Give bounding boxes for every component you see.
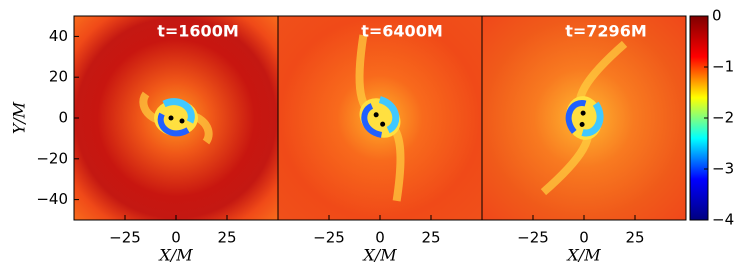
panel-title: t=1600M [157, 22, 239, 41]
colorbar-tick-label: −2 [712, 109, 734, 127]
core-arm [157, 112, 190, 137]
panel-title: t=6400M [361, 22, 443, 41]
core-arm [361, 103, 383, 138]
x-axis-label: X/M [565, 246, 601, 265]
colorbar-tick-label: −4 [712, 211, 734, 229]
hole [380, 121, 386, 127]
hole [168, 115, 174, 121]
hole [579, 121, 585, 127]
colorbar-tick-label: −3 [712, 160, 734, 178]
panel-title: t=7296M [565, 22, 647, 41]
hole [373, 112, 379, 118]
x-tick-label: 0 [171, 229, 181, 247]
core-arm [378, 96, 400, 134]
core-arm [581, 101, 604, 137]
x-tick-label: 25 [421, 229, 440, 247]
y-tick-label: 0 [58, 109, 68, 127]
swirl [355, 34, 405, 202]
x-tick-label: 25 [217, 229, 236, 247]
x-tick-label: −25 [109, 229, 141, 247]
x-tick-label: 0 [375, 229, 385, 247]
x-axis-label: X/M [157, 246, 193, 265]
y-tick-label: 40 [49, 27, 68, 45]
core-arm [162, 98, 195, 124]
colorbar-tick-label: 0 [712, 7, 722, 25]
y-tick-label: −20 [36, 149, 68, 167]
y-tick-label: 20 [49, 68, 68, 86]
y-axis-label: Y/M [10, 101, 29, 134]
x-tick-label: 25 [625, 229, 644, 247]
hole [580, 110, 586, 116]
colorbar-tick-label: −1 [712, 58, 734, 76]
x-axis-label: X/M [361, 246, 397, 265]
hole [179, 118, 185, 124]
swirl [540, 40, 628, 196]
swirl [139, 91, 213, 145]
core-arm [565, 100, 587, 134]
x-tick-label: −25 [517, 229, 549, 247]
x-tick-label: 0 [579, 229, 589, 247]
x-tick-label: −25 [313, 229, 345, 247]
y-tick-label: −40 [36, 190, 68, 208]
